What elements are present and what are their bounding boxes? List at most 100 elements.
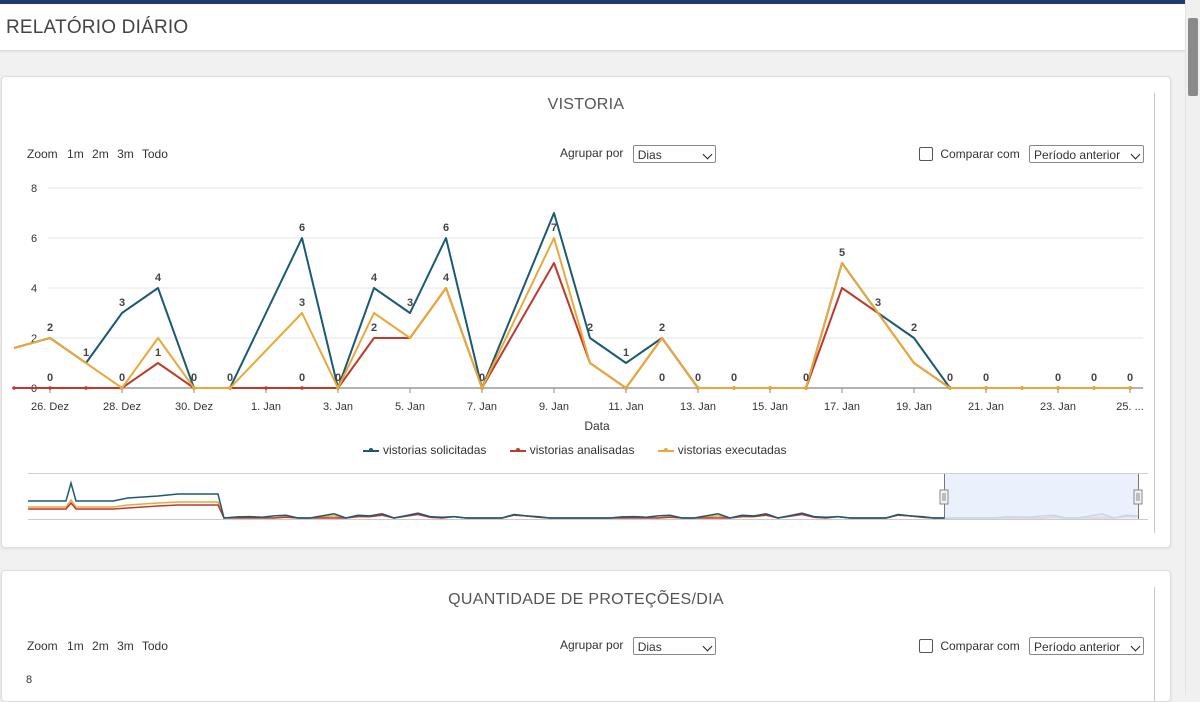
navigator-right-handle[interactable] — [1133, 489, 1143, 505]
compare-period-select[interactable]: Período anterior — [1029, 145, 1145, 163]
data-point — [1020, 386, 1024, 390]
x-tick-label: 19. Jan — [896, 401, 932, 413]
vistoria-card: VISTORIA Zoom 1m 2m 3m Todo Agrupar por … — [1, 76, 1171, 548]
data-label: 3 — [875, 297, 881, 309]
data-point — [948, 386, 952, 390]
card-divider — [1154, 587, 1155, 701]
compare-checkbox[interactable] — [919, 639, 933, 653]
x-tick-label: 13. Jan — [680, 401, 716, 413]
data-point — [192, 386, 196, 390]
vistoria-line-chart: 0 2 4 6 8 26. Dez 28. Dez 30. Dez 1. Jan 3. Jan 5.… — [12, 183, 1144, 433]
y-tick-label: 4 — [31, 283, 37, 295]
page-scrollbar[interactable] — [1185, 0, 1200, 695]
data-label: 3 — [119, 297, 125, 309]
chart-title: QUANTIDADE DE PROTEÇÕES/DIA — [448, 591, 724, 608]
data-point — [732, 386, 736, 390]
x-tick-label: 7. Jan — [467, 401, 497, 413]
group-by-control: Agrupar por Dias — [560, 637, 716, 655]
data-point — [624, 386, 628, 390]
data-point — [300, 386, 304, 390]
x-tick-label: 3. Jan — [323, 401, 353, 413]
data-point — [804, 386, 808, 390]
data-point — [1056, 386, 1060, 390]
data-label: 4 — [443, 272, 450, 284]
data-label: 0 — [335, 372, 341, 384]
page-title: RELATÓRIO DIÁRIO — [6, 17, 189, 38]
data-point — [984, 386, 988, 390]
group-by-select[interactable]: Dias — [632, 145, 716, 163]
x-tick-label: 17. Jan — [824, 401, 860, 413]
x-tick-label: 9. Jan — [539, 401, 569, 413]
legend-item-analisadas[interactable]: vistorias analisadas — [509, 443, 635, 457]
zoom-2m-button[interactable]: 2m — [92, 147, 109, 161]
data-label: 0 — [227, 372, 233, 384]
compare-period-value: Período anterior — [1034, 640, 1121, 654]
legend-item-executadas[interactable]: vistorias executadas — [657, 443, 787, 457]
data-label: 0 — [479, 372, 485, 384]
group-by-value: Dias — [637, 148, 662, 162]
data-label: 0 — [299, 372, 305, 384]
x-tick-label: 1. Jan — [251, 401, 281, 413]
zoom-2m-button[interactable]: 2m — [92, 639, 109, 653]
compare-period-select[interactable]: Período anterior — [1029, 637, 1145, 655]
compare-control: Comparar com Período anterior — [919, 637, 1145, 655]
legend-label: vistorias executadas — [677, 443, 787, 457]
chart-title: VISTORIA — [547, 96, 625, 113]
top-accent-bar — [0, 0, 1200, 4]
compare-label: Comparar com — [940, 639, 1020, 653]
data-label: 6 — [443, 222, 449, 234]
data-point — [120, 386, 124, 390]
legend-item-solicitadas[interactable]: vistorias solicitadas — [363, 443, 486, 457]
data-label: 5 — [839, 247, 845, 259]
compare-checkbox[interactable] — [919, 147, 933, 161]
zoom-all-button[interactable]: Todo — [141, 147, 168, 161]
compare-control: Comparar com Período anterior — [919, 145, 1145, 163]
x-tick-label: 26. Dez — [31, 401, 69, 413]
data-point — [768, 386, 772, 390]
navigator-selected-range[interactable] — [944, 474, 1139, 520]
x-tick-label: 5. Jan — [395, 401, 425, 413]
zoom-controls: Zoom 1m 2m 3m Todo — [27, 639, 173, 653]
x-tick-label: 25. ... — [1116, 401, 1144, 413]
legend-label: vistorias solicitadas — [383, 443, 487, 457]
y-tick-label: 2 — [31, 333, 37, 345]
legend-label: vistorias analisadas — [529, 443, 635, 457]
zoom-3m-button[interactable]: 3m — [117, 639, 134, 653]
group-by-select[interactable]: Dias — [632, 637, 716, 655]
data-point — [696, 386, 700, 390]
data-point — [48, 386, 52, 390]
data-label: 2 — [371, 322, 377, 334]
navigator-left-handle[interactable] — [939, 489, 949, 505]
scrollbar-thumb[interactable] — [1188, 18, 1198, 96]
x-tick-label: 23. Jan — [1040, 401, 1076, 413]
data-label: 4 — [371, 272, 378, 284]
data-label: 0 — [1127, 372, 1133, 384]
protecoes-card: QUANTIDADE DE PROTEÇÕES/DIA Zoom 1m 2m 3… — [1, 570, 1171, 702]
data-label: 0 — [731, 372, 737, 384]
zoom-label: Zoom — [27, 639, 58, 653]
y-tick-label: 6 — [31, 233, 37, 245]
legend-swatch — [509, 447, 526, 452]
legend-swatch — [363, 447, 379, 452]
zoom-1m-button[interactable]: 1m — [67, 639, 84, 653]
group-by-label: Agrupar por — [560, 146, 624, 161]
range-navigator[interactable] — [28, 473, 1148, 525]
zoom-label: Zoom — [27, 147, 58, 161]
group-by-control: Agrupar por Dias — [560, 145, 716, 163]
x-tick-label: 30. Dez — [175, 401, 213, 413]
data-point — [264, 386, 268, 390]
data-point — [336, 386, 340, 390]
x-tick-label: 28. Dez — [103, 401, 141, 413]
group-by-label: Agrupar por — [560, 638, 624, 653]
data-label: 0 — [695, 372, 701, 384]
zoom-1m-button[interactable]: 1m — [67, 147, 84, 161]
data-label: 3 — [407, 297, 413, 309]
data-point — [1092, 386, 1096, 390]
compare-period-value: Período anterior — [1034, 148, 1121, 162]
data-label: 0 — [1055, 372, 1061, 384]
zoom-all-button[interactable]: Todo — [141, 639, 168, 653]
x-tick-label: 21. Jan — [968, 401, 1004, 413]
data-label: 0 — [47, 372, 53, 384]
series-line-2 — [13, 237, 1130, 389]
zoom-3m-button[interactable]: 3m — [117, 147, 134, 161]
